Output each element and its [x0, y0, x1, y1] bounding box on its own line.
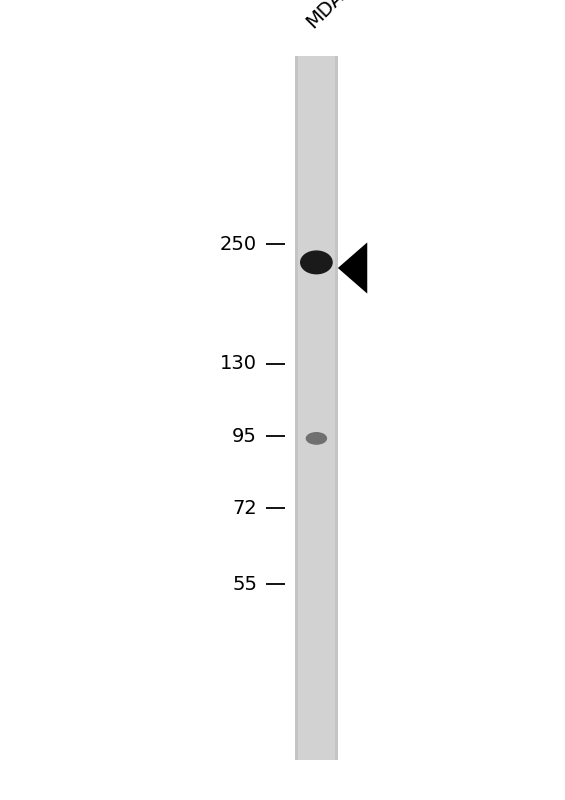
Text: 250: 250 — [220, 234, 257, 254]
Text: 55: 55 — [232, 574, 257, 594]
Bar — [295, 56, 337, 760]
Ellipse shape — [300, 250, 333, 274]
Bar — [335, 56, 338, 760]
Text: MDA-MB-453: MDA-MB-453 — [303, 0, 406, 32]
Text: 130: 130 — [220, 354, 257, 374]
Bar — [295, 56, 298, 760]
Ellipse shape — [306, 432, 327, 445]
Text: 95: 95 — [232, 426, 257, 446]
Polygon shape — [338, 242, 367, 294]
Text: 72: 72 — [232, 498, 257, 518]
